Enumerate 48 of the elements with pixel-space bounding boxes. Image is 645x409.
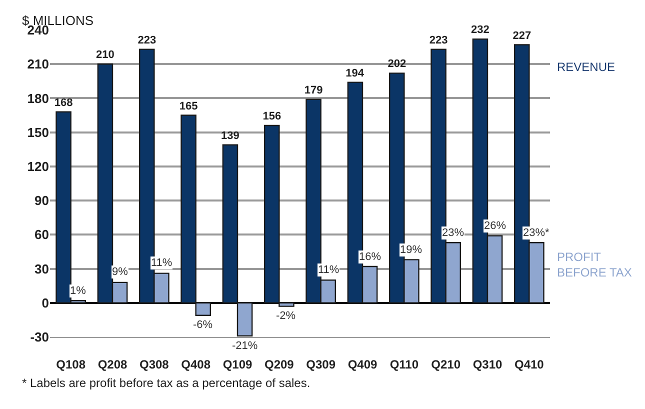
x-tick-label: Q410 <box>514 357 544 372</box>
x-tick-label: Q309 <box>306 357 336 372</box>
x-tick-label: Q109 <box>222 357 252 372</box>
x-tick-label: Q208 <box>98 357 128 372</box>
series-label: PROFIT BEFORE TAX <box>557 250 632 280</box>
data-label: 156 <box>262 110 282 123</box>
y-tick-label: -30 <box>30 330 49 345</box>
data-label: 202 <box>388 58 406 70</box>
data-label: 210 <box>96 49 114 62</box>
x-tick-label: Q108 <box>56 357 86 372</box>
annotation: 23% <box>442 227 464 239</box>
x-tick-label: Q110 <box>390 357 419 372</box>
y-tick-label: 210 <box>27 56 49 72</box>
y-tick-label: 90 <box>34 193 49 208</box>
data-label: 139 <box>221 130 240 142</box>
data-label: 223 <box>429 34 448 46</box>
text: * Labels are profit before tax as a percentage of sales. <box>22 376 310 390</box>
annotation: -21% <box>232 340 258 352</box>
annotation: 23%* <box>523 227 550 239</box>
annotation: -6% <box>193 319 213 331</box>
y-tick-label: 150 <box>27 124 49 140</box>
data-label: 232 <box>471 24 490 36</box>
text: REVENUE <box>557 60 616 74</box>
x-tick-label: Q408 <box>181 357 211 372</box>
x-tick-label: Q409 <box>348 357 378 372</box>
x-tick-label: Q210 <box>431 357 461 372</box>
data-label: 165 <box>179 100 198 112</box>
y-tick-label: 60 <box>34 227 49 242</box>
annotation: 16% <box>359 251 382 263</box>
y-tick-label: 30 <box>34 261 49 276</box>
data-label: 227 <box>512 30 532 42</box>
y-tick-label: 0 <box>42 295 49 310</box>
annotation: 19% <box>400 244 422 256</box>
x-tick-label: Q308 <box>139 357 170 372</box>
annotation: 9% <box>112 266 128 278</box>
x-tick-label: Q209 <box>264 357 294 372</box>
data-label: 168 <box>54 96 73 109</box>
data-label: 194 <box>346 67 365 80</box>
x-tick-label: Q310 <box>472 357 502 372</box>
data-label: 179 <box>304 84 323 96</box>
y-tick-label: 180 <box>27 90 49 106</box>
annotation: 11% <box>318 264 340 276</box>
data-label: 223 <box>138 34 156 46</box>
annotation: 1% <box>70 285 86 297</box>
annotation: 11% <box>151 257 172 269</box>
annotation: -2% <box>276 310 296 322</box>
annotation: 26% <box>484 220 506 232</box>
y-tick-label: 120 <box>27 158 49 174</box>
